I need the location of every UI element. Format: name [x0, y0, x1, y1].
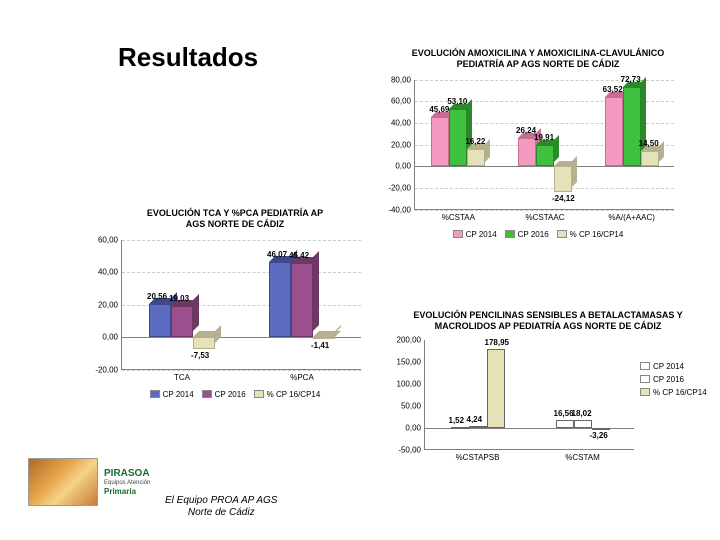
chart1-title-l2: AGS NORTE DE CÁDIZ: [186, 219, 285, 229]
chart3-title: EVOLUCIÓN PENCILINAS SENSIBLES A BETALAC…: [388, 310, 708, 332]
chart2-title-l2: PEDIATRÍA AP AGS NORTE DE CÁDIZ: [457, 59, 620, 69]
pirasoa-label: PIRASOA: [104, 468, 150, 479]
chart1-plot: -20,000,0020,0040,0060,00TCA20,5619,03-7…: [121, 240, 361, 370]
footer-credit-l1: El Equipo PROA AP AGS: [165, 495, 277, 506]
chart3-title-l2: MACROLIDOS AP PEDIATRÍA AGS NORTE DE CÁD…: [435, 321, 662, 331]
pirasoa-logo-text: PIRASOA Equipos Atención Primaria: [104, 468, 150, 496]
chart2-plot: -40,00-20,000,0020,0040,0060,0080,00%CST…: [414, 80, 674, 210]
pirasoa-sub2: Primaria: [104, 487, 150, 496]
footer-credit: El Equipo PROA AP AGS Norte de Cádiz: [165, 495, 277, 518]
chart3-title-l1: EVOLUCIÓN PENCILINAS SENSIBLES A BETALAC…: [413, 310, 682, 320]
chart2-title-l1: EVOLUCIÓN AMOXICILINA Y AMOXICILINA-CLAV…: [412, 48, 665, 58]
chart-amox: EVOLUCIÓN AMOXICILINA Y AMOXICILINA-CLAV…: [378, 48, 698, 239]
chart-penc: EVOLUCIÓN PENCILINAS SENSIBLES A BETALAC…: [388, 310, 708, 450]
chart3-plot: -50,000,0050,00100,00150,00200,00%CSTAPS…: [424, 340, 634, 450]
chart3-legend: CP 2014CP 2016% CP 16/CP14: [640, 362, 707, 401]
chart-tca-pca: EVOLUCIÓN TCA Y %PCA PEDIATRÍA AP AGS NO…: [85, 208, 385, 399]
chart1-title-l1: EVOLUCIÓN TCA Y %PCA PEDIATRÍA AP: [147, 208, 323, 218]
chart2-legend: CP 2014CP 2016% CP 16/CP14: [378, 230, 698, 239]
chart1-title: EVOLUCIÓN TCA Y %PCA PEDIATRÍA AP AGS NO…: [85, 208, 385, 230]
footer-credit-l2: Norte de Cádiz: [188, 507, 255, 518]
page-title: Resultados: [118, 42, 258, 73]
generic-photo-thumb: [28, 458, 98, 506]
chart1-legend: CP 2014CP 2016% CP 16/CP14: [85, 390, 385, 399]
chart2-title: EVOLUCIÓN AMOXICILINA Y AMOXICILINA-CLAV…: [378, 48, 698, 70]
pirasoa-sub1: Equipos Atención: [104, 480, 150, 487]
